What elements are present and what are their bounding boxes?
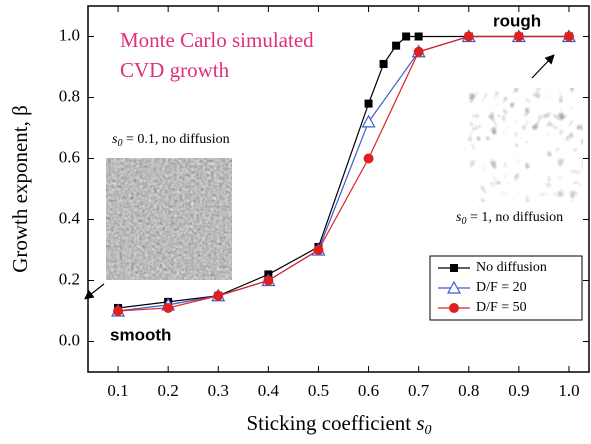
legend: No diffusion D/F = 20 D/F = 50 <box>430 256 582 320</box>
arrow <box>532 56 553 78</box>
y-tick-label: 0.2 <box>59 269 80 288</box>
x-tick-label: 0.7 <box>408 381 430 400</box>
inset-caption: s0 = 1, no diffusion <box>456 210 563 227</box>
x-tick-label: 1.0 <box>558 381 579 400</box>
marker <box>464 32 474 42</box>
marker <box>415 33 423 41</box>
marker <box>213 291 223 301</box>
inset-caption: s0 = 0.1, no diffusion <box>112 132 230 149</box>
inset-image-smooth <box>106 158 232 280</box>
x-tick-label: 0.6 <box>358 381 379 400</box>
y-axis-title: Growth exponent, β <box>8 105 32 273</box>
annotation-smooth: smooth <box>110 325 171 344</box>
x-tick-label: 0.1 <box>107 381 128 400</box>
x-tick-label: 0.2 <box>158 381 179 400</box>
annotation-title: CVD growth <box>120 58 230 82</box>
annotation-rough: rough <box>493 11 541 30</box>
inset-image-rough <box>465 88 583 202</box>
annotation-title: Monte Carlo simulated <box>120 28 314 52</box>
y-tick-label: 1.0 <box>59 25 80 44</box>
x-tick-label: 0.8 <box>458 381 479 400</box>
marker <box>163 303 173 313</box>
legend-label: No diffusion <box>476 260 547 275</box>
y-tick-label: 0.8 <box>59 86 80 105</box>
x-tick-label: 0.3 <box>208 381 229 400</box>
marker <box>564 32 574 42</box>
y-tick-label: 0.4 <box>59 208 81 227</box>
y-tick-label: 0.0 <box>59 330 80 349</box>
marker <box>113 306 123 316</box>
marker <box>313 245 323 255</box>
marker <box>380 60 388 68</box>
x-tick-label: 0.5 <box>308 381 329 400</box>
marker <box>514 32 524 42</box>
marker <box>402 33 410 41</box>
y-tick-label: 0.6 <box>59 147 80 166</box>
legend-label: D/F = 20 <box>476 280 527 295</box>
marker <box>364 154 374 164</box>
marker <box>449 303 459 313</box>
marker <box>414 47 424 57</box>
marker <box>365 100 373 108</box>
x-axis-title: Sticking coefficient s0 <box>246 411 431 438</box>
marker <box>263 276 273 286</box>
marker <box>392 42 400 50</box>
legend-label: D/F = 50 <box>476 300 527 315</box>
x-tick-label: 0.4 <box>258 381 280 400</box>
x-tick-label: 0.9 <box>508 381 529 400</box>
marker <box>450 264 458 272</box>
chart: Monte Carlo simulated CVD growth s0 = 0.… <box>0 0 591 444</box>
marker <box>363 116 375 127</box>
